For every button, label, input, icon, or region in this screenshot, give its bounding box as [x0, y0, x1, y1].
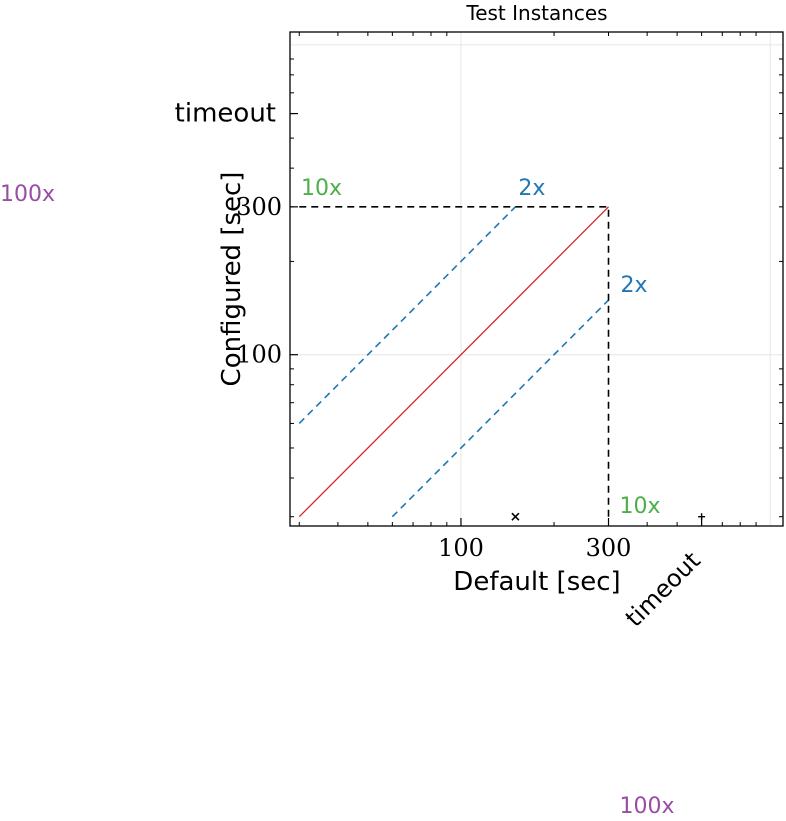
x-tick-label: timeout: [620, 546, 706, 632]
factor-line: [298, 206, 516, 425]
x-axis-label: Default [sec]: [453, 567, 620, 597]
y-tick-label: timeout: [175, 99, 276, 129]
axis-ticks: [290, 32, 783, 526]
diagonal-line: [298, 206, 609, 518]
factor-labels: 2x 2x 10x 10x 100x 100x: [0, 176, 675, 819]
marker-stroke: [511, 512, 520, 521]
factor-label-10x: 10x: [620, 494, 661, 519]
y-axis-label: Configured [sec]: [217, 172, 247, 387]
x-tick-label: 100: [438, 534, 484, 562]
chart-title: Test Instances: [465, 1, 607, 25]
grid-lines: [290, 32, 783, 526]
factor-label-2x: 2x: [621, 273, 648, 298]
y-tick-label: 100: [236, 341, 282, 369]
y-tick-label: 300: [236, 193, 282, 221]
plot-frame: [289, 31, 784, 527]
factor-label-2x: 2x: [518, 176, 545, 201]
data-point: [511, 512, 520, 521]
x-tick-label: 300: [586, 534, 632, 562]
reference-lines: [298, 206, 610, 518]
factor-label-100x: 100x: [0, 182, 55, 207]
factor-label-100x: 100x: [620, 794, 675, 819]
factor-label-10x: 10x: [301, 176, 342, 201]
factor-line: [391, 299, 610, 518]
